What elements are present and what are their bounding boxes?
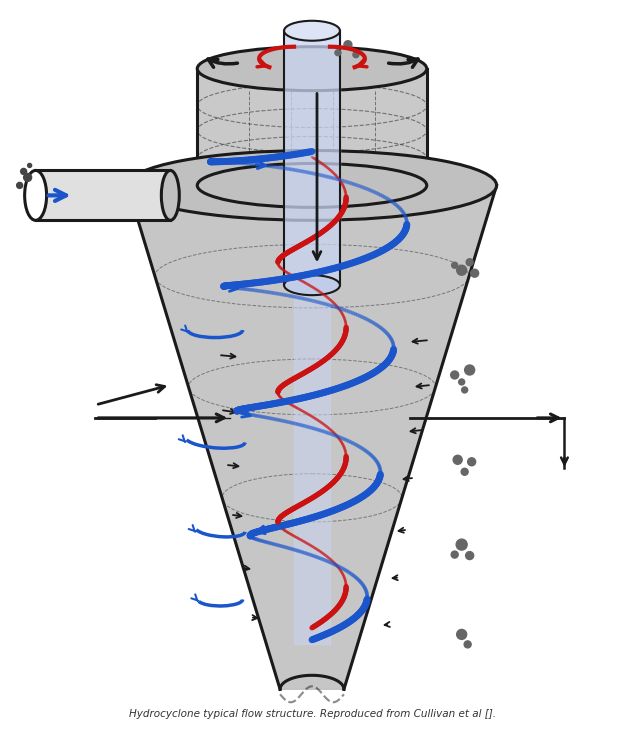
Circle shape — [462, 387, 468, 393]
Circle shape — [344, 41, 352, 49]
Circle shape — [464, 641, 471, 648]
Circle shape — [17, 182, 22, 188]
Circle shape — [353, 52, 359, 58]
Ellipse shape — [161, 171, 179, 220]
Circle shape — [457, 630, 467, 639]
Circle shape — [453, 455, 462, 464]
Circle shape — [335, 50, 341, 56]
Ellipse shape — [284, 275, 340, 295]
Polygon shape — [294, 285, 330, 644]
Ellipse shape — [24, 171, 47, 220]
Ellipse shape — [198, 47, 427, 91]
Ellipse shape — [284, 20, 340, 41]
Circle shape — [461, 468, 468, 475]
Circle shape — [471, 269, 479, 277]
Ellipse shape — [127, 151, 497, 220]
Circle shape — [28, 163, 32, 168]
Circle shape — [466, 258, 473, 266]
Circle shape — [456, 539, 467, 550]
Circle shape — [451, 371, 459, 379]
Circle shape — [468, 458, 476, 466]
Circle shape — [466, 552, 474, 559]
Circle shape — [21, 168, 27, 174]
Circle shape — [457, 265, 467, 275]
Polygon shape — [127, 185, 497, 690]
Circle shape — [451, 551, 458, 558]
Text: Hydrocyclone typical flow structure. Reproduced from Cullivan et al [].: Hydrocyclone typical flow structure. Rep… — [129, 709, 496, 720]
Circle shape — [464, 365, 474, 375]
Circle shape — [459, 379, 464, 385]
Polygon shape — [198, 69, 427, 185]
Circle shape — [24, 173, 32, 182]
Ellipse shape — [198, 163, 427, 207]
Polygon shape — [284, 31, 340, 285]
Circle shape — [452, 262, 458, 268]
Polygon shape — [36, 171, 171, 220]
